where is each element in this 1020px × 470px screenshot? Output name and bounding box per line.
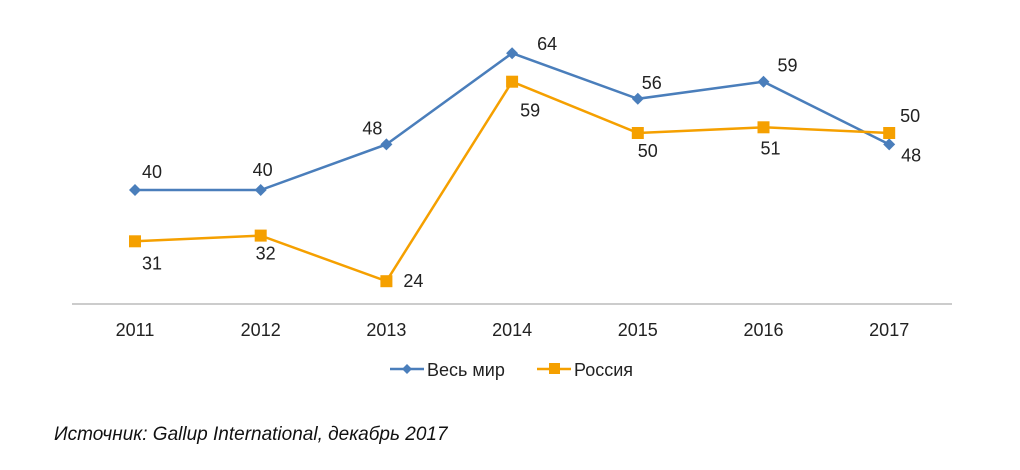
series-line-0 (135, 51, 890, 192)
data-label: 24 (403, 271, 423, 291)
data-point-diamond (129, 184, 141, 196)
x-tick-label: 2012 (241, 320, 281, 340)
x-tick-label: 2014 (492, 320, 532, 340)
legend-label: Россия (574, 360, 633, 380)
data-label: 51 (760, 138, 780, 158)
data-label: 40 (142, 162, 162, 182)
data-point-diamond (757, 75, 770, 88)
x-tick-label: 2015 (618, 320, 658, 340)
data-label: 48 (901, 145, 921, 165)
data-point-square (631, 127, 644, 139)
data-point-diamond (631, 92, 644, 105)
data-label: 64 (537, 34, 557, 54)
data-point-square (254, 229, 267, 242)
x-tick-label: 2016 (743, 320, 783, 340)
data-point-square (380, 275, 393, 288)
data-label: 40 (253, 160, 273, 180)
x-tick-label: 2011 (116, 320, 155, 340)
x-tick-label: 2017 (869, 320, 909, 340)
source-note: Источник: Gallup International, декабрь … (54, 424, 448, 445)
legend-square-icon (549, 363, 560, 374)
legend-diamond-icon (402, 364, 412, 374)
series-line-1 (134, 80, 890, 283)
data-label: 59 (520, 101, 540, 121)
data-label: 31 (142, 253, 162, 273)
data-label: 32 (256, 244, 276, 264)
data-point-square (506, 75, 519, 88)
x-tick-label: 2013 (366, 320, 406, 340)
data-label: 50 (900, 106, 920, 126)
data-point-square (883, 127, 896, 139)
legend-label: Весь мир (427, 360, 505, 380)
data-label: 59 (777, 56, 797, 76)
data-point-diamond (506, 47, 519, 60)
data-point-diamond (254, 184, 267, 196)
data-label: 50 (638, 141, 658, 161)
data-label: 48 (362, 118, 382, 138)
data-point-square (757, 121, 770, 134)
line-chart: 2011 2012 2013 2014 2015 2016 2017 40 40 48 64 56 59… (72, 34, 952, 380)
data-point-diamond (380, 138, 393, 151)
data-point-square (129, 235, 141, 248)
data-label: 56 (642, 73, 662, 93)
data-point-diamond (883, 138, 896, 151)
